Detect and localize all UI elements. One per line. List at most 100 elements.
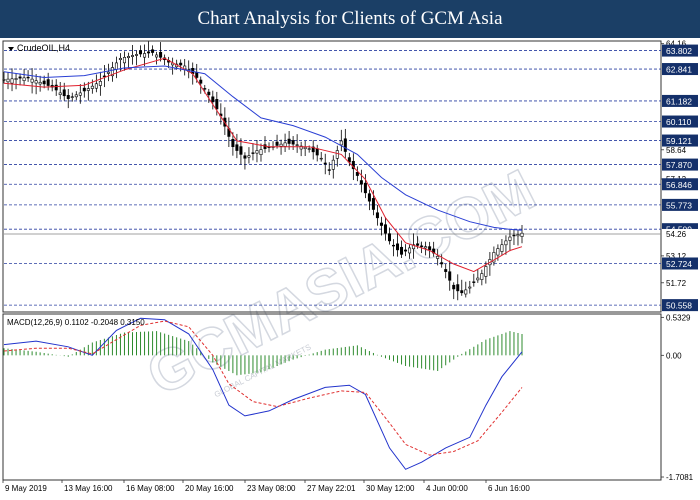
level-label-box bbox=[662, 63, 698, 76]
candle bbox=[299, 141, 303, 157]
candle bbox=[159, 42, 163, 62]
candle-body bbox=[444, 269, 448, 272]
candle-body bbox=[319, 157, 323, 160]
candle bbox=[367, 189, 371, 211]
candle bbox=[428, 241, 432, 258]
candle bbox=[323, 153, 327, 175]
chevron-down-icon[interactable] bbox=[8, 47, 14, 51]
level-label: 50.558 bbox=[666, 301, 692, 311]
signal-line bbox=[3, 320, 523, 456]
candle-body bbox=[355, 172, 359, 176]
candle-body bbox=[139, 50, 143, 55]
candle-body bbox=[46, 79, 50, 86]
candle-body bbox=[54, 84, 58, 91]
candle-body bbox=[126, 56, 130, 59]
candle bbox=[420, 241, 424, 254]
candle-body bbox=[436, 255, 440, 259]
candle-body bbox=[379, 222, 383, 226]
candle-body bbox=[504, 240, 508, 246]
candle-body bbox=[424, 246, 428, 249]
candle-body bbox=[303, 147, 307, 150]
candle bbox=[291, 136, 295, 151]
level-label: 61.182 bbox=[666, 96, 692, 106]
candle bbox=[215, 91, 219, 116]
candle bbox=[255, 140, 259, 163]
candle-body bbox=[468, 286, 472, 289]
candle-body bbox=[315, 148, 319, 156]
macd-lines bbox=[3, 317, 523, 470]
candle-body bbox=[279, 143, 283, 147]
candle bbox=[18, 73, 22, 86]
level-label-box bbox=[662, 158, 698, 171]
level-labels: 63.802 62.841 61.182 60.110 59.121 57.870 56.8… bbox=[662, 44, 698, 312]
candle bbox=[448, 260, 452, 291]
candle-body bbox=[58, 92, 62, 95]
candle bbox=[460, 279, 464, 296]
candle-body bbox=[255, 150, 259, 154]
candle bbox=[98, 71, 102, 96]
candle bbox=[110, 61, 114, 82]
candle bbox=[392, 239, 396, 257]
candle-body bbox=[359, 180, 363, 185]
candle bbox=[2, 71, 6, 84]
candle bbox=[58, 81, 62, 100]
candle bbox=[34, 73, 38, 95]
candle-body bbox=[464, 289, 468, 295]
candle bbox=[387, 227, 391, 245]
candle-body bbox=[66, 95, 70, 99]
candle bbox=[504, 235, 508, 255]
candle bbox=[126, 52, 130, 70]
candle-body bbox=[452, 284, 456, 290]
candle-body bbox=[22, 77, 26, 81]
macd-panel-frame bbox=[2, 313, 662, 481]
candle bbox=[22, 69, 26, 85]
candle bbox=[147, 41, 151, 58]
candle bbox=[476, 269, 480, 283]
candle-body bbox=[62, 89, 66, 97]
candle-body bbox=[331, 159, 335, 170]
candle bbox=[259, 143, 263, 162]
candle-body bbox=[179, 62, 183, 66]
level-label-box bbox=[662, 257, 698, 270]
level-label: 56.846 bbox=[666, 180, 692, 190]
candle-body bbox=[311, 146, 315, 153]
candle-body bbox=[243, 155, 247, 159]
macd-label: MACD(12,26,9) 0.1102 -0.2048 0.3150 bbox=[7, 318, 145, 327]
candle-body bbox=[472, 281, 476, 283]
candle-body bbox=[215, 99, 219, 110]
level-label-box bbox=[662, 198, 698, 211]
candle-body bbox=[343, 138, 347, 152]
candle-body bbox=[14, 78, 18, 80]
candle-body bbox=[295, 144, 299, 146]
candle bbox=[404, 244, 408, 257]
level-label-box bbox=[662, 134, 698, 147]
candle-body bbox=[143, 53, 147, 58]
candle-body bbox=[371, 198, 375, 210]
candle-body bbox=[122, 57, 126, 64]
candle bbox=[492, 246, 496, 266]
candle bbox=[516, 229, 520, 246]
candle-body bbox=[26, 76, 30, 79]
candle bbox=[408, 244, 412, 259]
candle bbox=[412, 233, 416, 259]
candle-body bbox=[516, 234, 520, 237]
candle-body bbox=[327, 169, 331, 171]
candle bbox=[74, 91, 78, 101]
time-tick-label: 30 May 12:00 bbox=[366, 484, 415, 493]
candle bbox=[400, 240, 404, 258]
candle bbox=[303, 140, 307, 157]
candle-body bbox=[114, 62, 118, 70]
time-tick-label: 6 Jun 16:00 bbox=[488, 484, 530, 493]
candle bbox=[10, 68, 14, 92]
candle bbox=[247, 147, 251, 164]
symbol-label: CrudeOIL,H4 bbox=[17, 43, 70, 53]
candlesticks bbox=[2, 41, 524, 301]
candle-body bbox=[263, 144, 267, 149]
candle bbox=[464, 281, 468, 298]
candle-body bbox=[34, 80, 38, 84]
candle-body bbox=[448, 271, 452, 281]
candle bbox=[70, 92, 74, 102]
price-panel-frame bbox=[2, 40, 662, 313]
level-label-box bbox=[662, 44, 698, 57]
candle-body bbox=[375, 212, 379, 219]
